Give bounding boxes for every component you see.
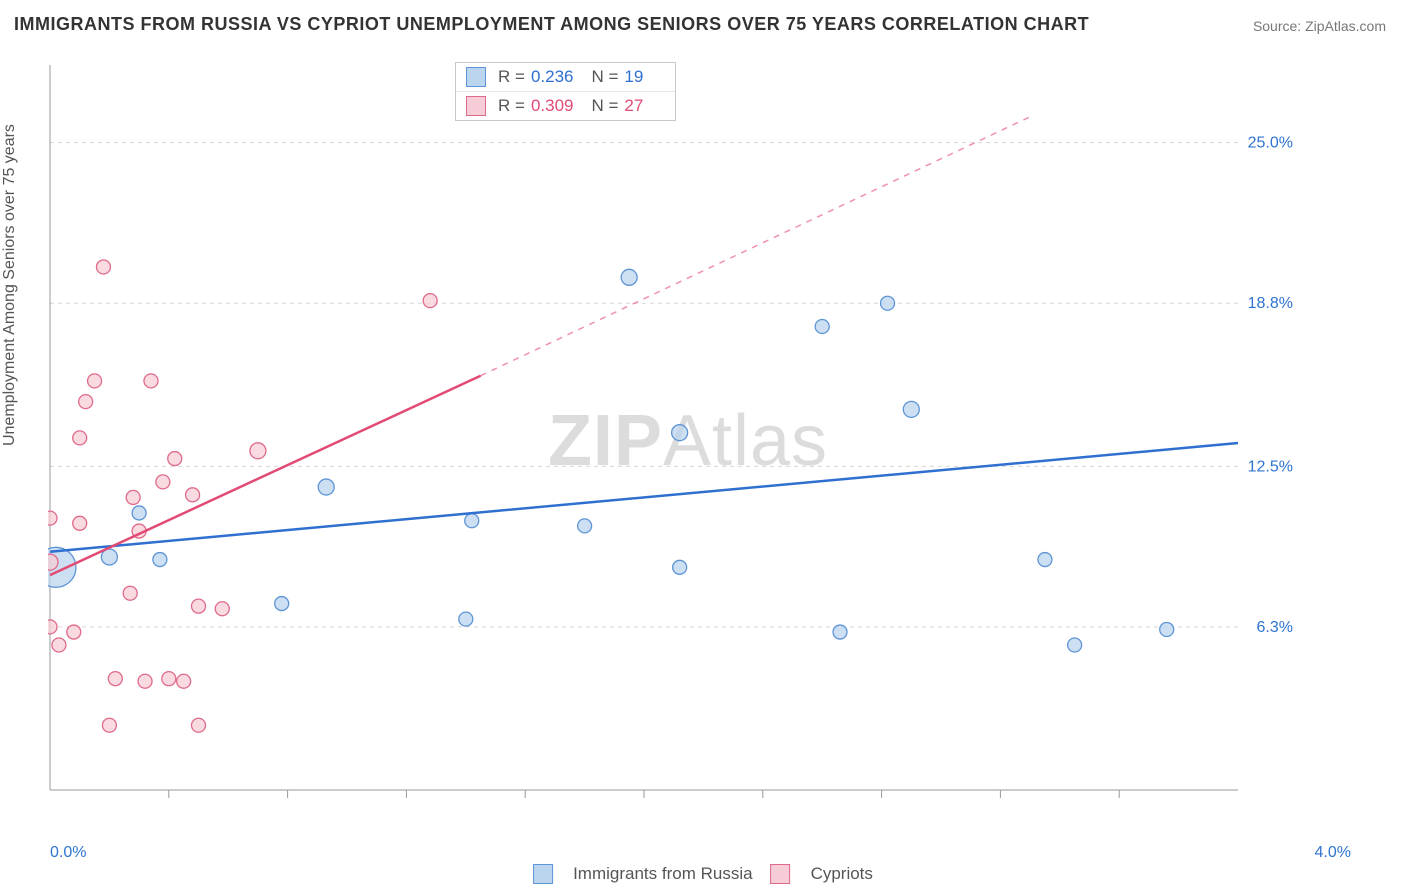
chart-title: IMMIGRANTS FROM RUSSIA VS CYPRIOT UNEMPL… (14, 14, 1089, 35)
svg-text:6.3%: 6.3% (1257, 619, 1293, 636)
x-axis-max-label: 4.0% (1315, 844, 1351, 862)
swatch-cypriots (466, 96, 486, 116)
series-legend: Immigrants from Russia Cypriots (533, 864, 873, 884)
n-value-russia: 19 (624, 67, 643, 87)
legend-label-cypriots: Cypriots (811, 864, 873, 884)
legend-row-cypriots: R = 0.309 N = 27 (456, 91, 675, 120)
r-label: R = (498, 96, 525, 116)
n-value-cypriots: 27 (624, 96, 643, 116)
swatch-russia (466, 67, 486, 87)
x-axis-min-label: 0.0% (50, 844, 86, 862)
correlation-legend: R = 0.236 N = 19 R = 0.309 N = 27 (455, 62, 676, 121)
swatch-cypriots (771, 864, 791, 884)
r-value-cypriots: 0.309 (531, 96, 574, 116)
svg-text:12.5%: 12.5% (1248, 458, 1293, 475)
chart-area: ZIPAtlas 6.3%12.5%18.8%25.0% (48, 55, 1328, 835)
legend-label-russia: Immigrants from Russia (573, 864, 752, 884)
y-axis-label: Unemployment Among Seniors over 75 years (1, 124, 19, 446)
r-label: R = (498, 67, 525, 87)
swatch-russia (533, 864, 553, 884)
legend-item-cypriots: Cypriots (771, 864, 873, 884)
legend-row-russia: R = 0.236 N = 19 (456, 63, 675, 91)
source-label: Source: ZipAtlas.com (1253, 18, 1386, 34)
svg-text:25.0%: 25.0% (1248, 135, 1293, 152)
svg-text:18.8%: 18.8% (1248, 295, 1293, 312)
n-label: N = (591, 67, 618, 87)
r-value-russia: 0.236 (531, 67, 574, 87)
n-label: N = (591, 96, 618, 116)
scatter-plot-svg: 6.3% 12.5% 18.8% 25.0% (48, 55, 1328, 835)
legend-item-russia: Immigrants from Russia (533, 864, 752, 884)
